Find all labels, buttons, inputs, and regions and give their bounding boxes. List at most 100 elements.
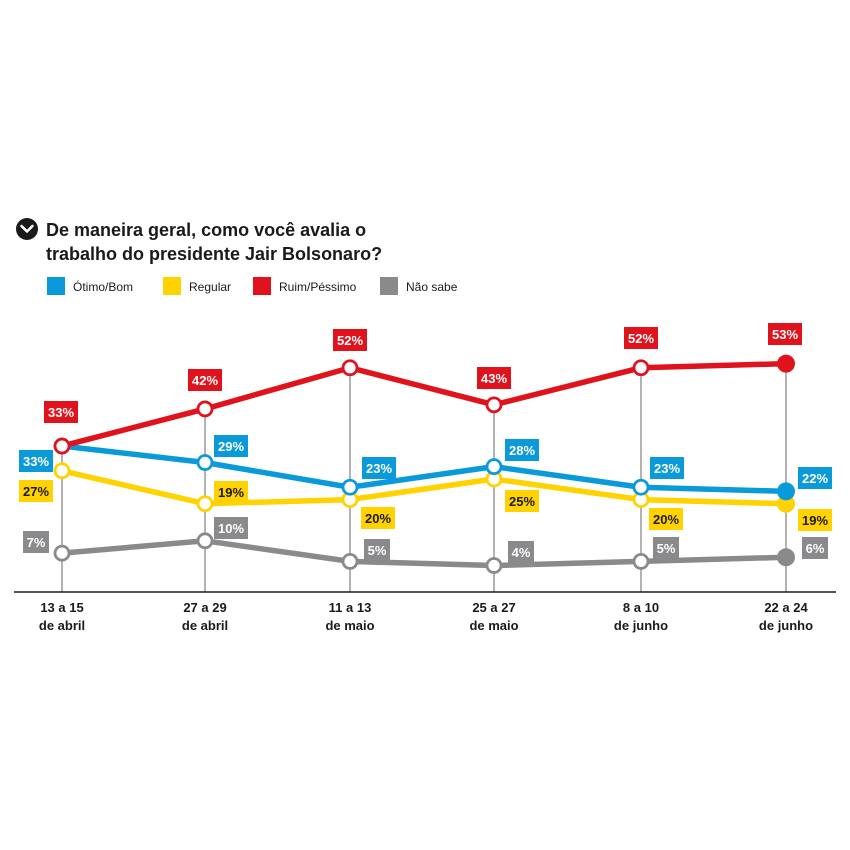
data-label-box — [802, 537, 828, 559]
data-label: 43% — [477, 367, 511, 389]
data-label: 33% — [44, 401, 78, 423]
data-label-box — [214, 481, 248, 503]
data-label: 19% — [214, 481, 248, 503]
x-tick-labels: 13 a 15 de abril 27 a 29 de abril 11 a 13 de … — [39, 600, 813, 633]
data-point — [196, 454, 214, 471]
chart-title-line: De maneira geral, como você avalia o — [46, 220, 366, 240]
data-label: 52% — [624, 327, 658, 349]
data-label-text: 53% — [772, 327, 798, 342]
series-line-ruim-pessimo — [59, 360, 789, 449]
data-point — [485, 557, 503, 574]
data-label-box — [798, 509, 832, 531]
x-tick-label: 13 a 15 — [40, 600, 83, 615]
chart-title-line: trabalho do presidente Jair Bolsonaro? — [46, 244, 382, 264]
data-labels: 33% 29% 23% 28% 23% 22% 27% 19% 20% 25% 20% 19% 33% 4… — [19, 323, 832, 563]
data-label-box — [362, 457, 396, 479]
data-point — [196, 400, 214, 418]
data-point — [632, 478, 650, 496]
data-label: 6% — [802, 537, 828, 559]
legend-item-regular: Regular — [163, 277, 231, 295]
data-label-text: 4% — [512, 545, 531, 560]
data-label-text: 52% — [628, 331, 654, 346]
data-label-text: 25% — [509, 494, 535, 509]
data-label: 25% — [505, 490, 539, 512]
data-label: 5% — [653, 537, 679, 559]
data-label: 7% — [23, 531, 49, 553]
data-point — [777, 354, 795, 373]
data-point — [777, 494, 795, 513]
data-label-box — [649, 508, 683, 530]
x-tick-label: de maio — [325, 618, 374, 633]
data-label-box — [477, 367, 511, 389]
legend-label: Ótimo/Bom — [73, 279, 133, 294]
data-point — [341, 359, 359, 377]
data-label: 29% — [214, 435, 248, 457]
legend-item-nao-sabe: Não sabe — [380, 277, 458, 295]
data-label-text: 20% — [653, 512, 679, 527]
data-label: 19% — [798, 509, 832, 531]
data-point — [485, 458, 503, 476]
legend: Ótimo/Bom Regular Ruim/Péssimo Não sabe — [47, 277, 458, 295]
x-tick-label: 8 a 10 — [623, 600, 659, 615]
data-point — [485, 396, 503, 414]
data-label-text: 5% — [368, 543, 387, 558]
x-tick-label: de junho — [759, 618, 813, 633]
data-label: 22% — [798, 467, 832, 489]
data-point — [632, 553, 650, 570]
data-point — [341, 478, 359, 496]
data-label-text: 5% — [657, 541, 676, 556]
x-tick-label: de abril — [182, 618, 228, 633]
x-tick-label: 22 a 24 — [764, 600, 808, 615]
data-label-box — [650, 457, 684, 479]
legend-label: Ruim/Péssimo — [279, 280, 357, 294]
data-label-text: 23% — [366, 461, 392, 476]
data-label-box — [508, 541, 534, 563]
x-tick-label: 27 a 29 — [183, 600, 226, 615]
x-tick-label: de junho — [614, 618, 668, 633]
data-label-box — [505, 439, 539, 461]
data-point — [53, 437, 71, 455]
data-label-text: 20% — [365, 511, 391, 526]
data-label: 4% — [508, 541, 534, 563]
legend-item-otimo-bom: Ótimo/Bom — [47, 277, 133, 295]
chevron-down-glyph — [20, 224, 34, 233]
data-label-text: 52% — [337, 333, 363, 348]
legend-swatch — [47, 277, 65, 295]
data-label-text: 22% — [802, 471, 828, 486]
legend-swatch — [380, 277, 398, 295]
data-label-text: 43% — [481, 371, 507, 386]
data-label: 23% — [362, 457, 396, 479]
data-label-text: 23% — [654, 461, 680, 476]
data-label: 52% — [333, 329, 367, 351]
series-line-otimo-bom — [59, 443, 789, 495]
data-label-box — [653, 537, 679, 559]
data-label-text: 27% — [23, 484, 49, 499]
data-label-text: 29% — [218, 439, 244, 454]
data-label: 20% — [649, 508, 683, 530]
data-label: 33% — [19, 450, 53, 472]
x-tick-label: 25 a 27 — [472, 600, 515, 615]
data-label-box — [23, 531, 49, 553]
data-label: 5% — [364, 539, 390, 561]
data-label-text: 19% — [802, 513, 828, 528]
data-label-box — [19, 480, 53, 502]
data-point — [53, 462, 71, 480]
data-label: 28% — [505, 439, 539, 461]
data-label-text: 6% — [806, 541, 825, 556]
data-label-box — [361, 507, 395, 529]
data-label-box — [19, 450, 53, 472]
data-label: 20% — [361, 507, 395, 529]
data-point — [777, 548, 795, 567]
legend-swatch — [163, 277, 181, 295]
x-tick-label: 11 a 13 — [329, 600, 372, 615]
x-tick-label: de maio — [469, 618, 518, 633]
data-label-box — [214, 517, 248, 539]
data-label-box — [214, 435, 248, 457]
data-point — [777, 482, 795, 501]
data-label-box — [333, 329, 367, 351]
data-label: 27% — [19, 480, 53, 502]
data-label: 10% — [214, 517, 248, 539]
data-label-box — [624, 327, 658, 349]
data-label-box — [364, 539, 390, 561]
